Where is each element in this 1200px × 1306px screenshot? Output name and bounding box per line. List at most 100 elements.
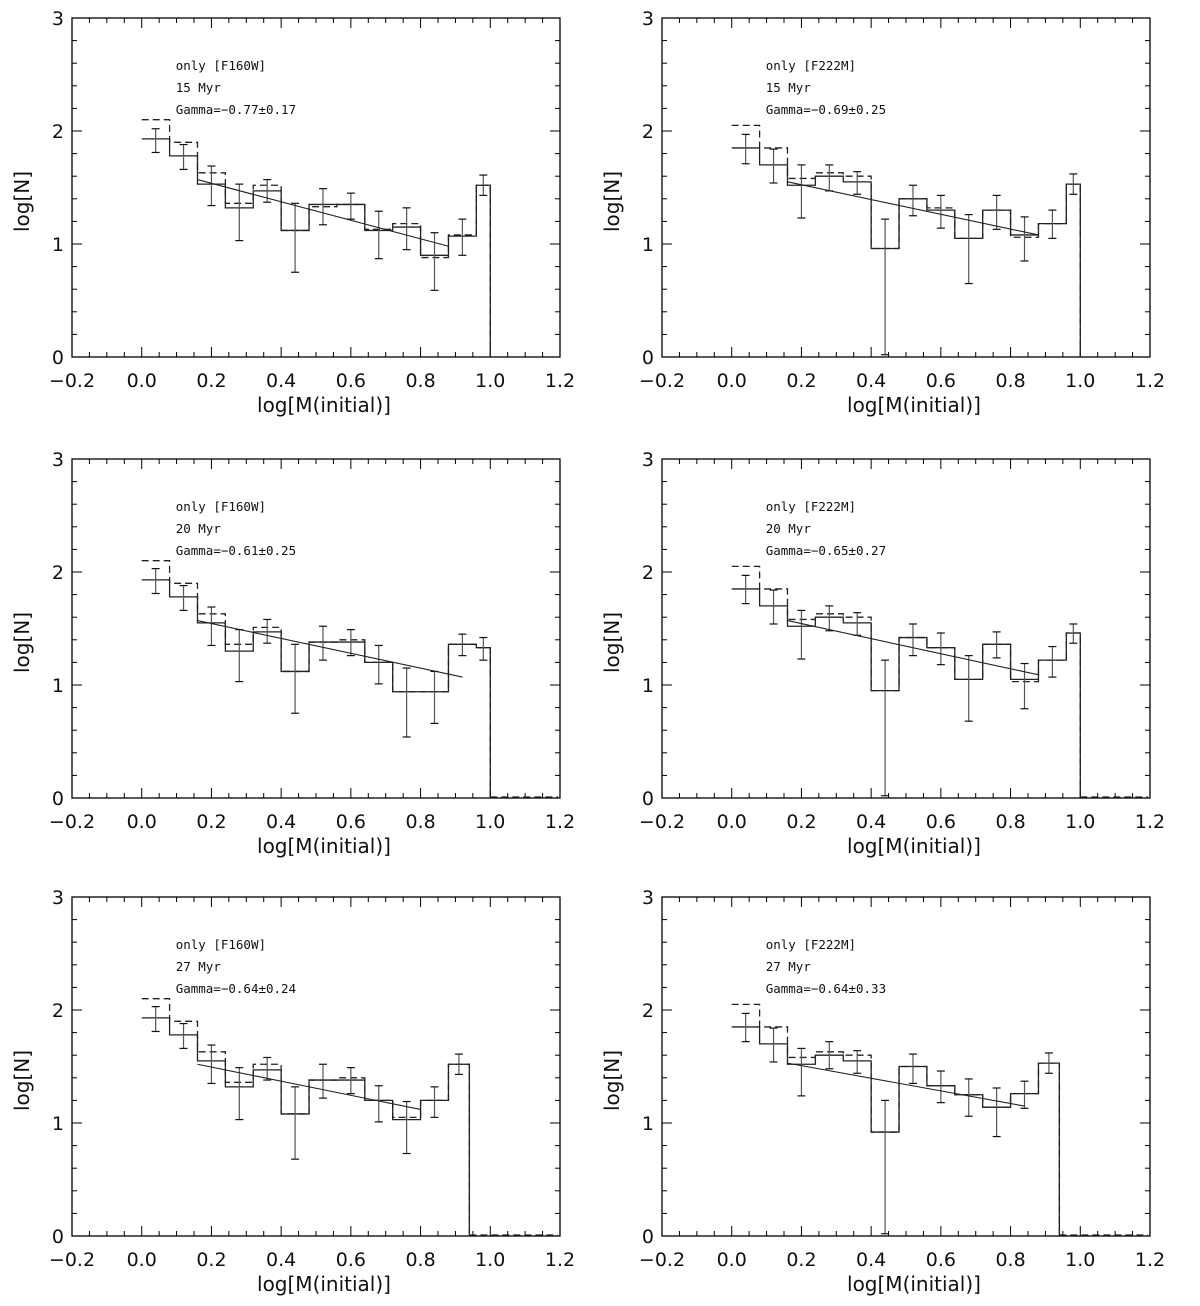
x-tick-label: −0.2 — [49, 811, 95, 833]
x-tick-label: 1.2 — [545, 370, 575, 392]
y-tick-label: 2 — [642, 562, 654, 584]
chart-panel-1: −0.2 0.0 0.2 0.4 0.6 0.8 1.0 1.2 0 1 2 3 log[M(initi… — [10, 8, 575, 417]
y-tick-label: 3 — [642, 449, 654, 471]
x-tick-label: 0.8 — [995, 811, 1025, 833]
annotation-line-1: only [F160W] — [176, 499, 266, 514]
x-tick-label: 1.0 — [1065, 370, 1095, 392]
x-tick-label: 1.2 — [1135, 1249, 1165, 1271]
x-tick-label: 1.0 — [1065, 811, 1095, 833]
x-tick-label: 0.6 — [336, 811, 366, 833]
x-tick-label: 0.6 — [926, 370, 956, 392]
x-tick-label: 1.2 — [545, 811, 575, 833]
annotation-line-3: Gamma=−0.61±0.25 — [176, 543, 296, 558]
histogram-dashed — [731, 1003, 1061, 1236]
histogram-dashed — [141, 119, 491, 357]
y-tick-label: 1 — [52, 234, 64, 256]
chart-panel-2: −0.2 0.0 0.2 0.4 0.6 0.8 1.0 1.2 0 1 2 3 log[M(initi… — [600, 8, 1165, 417]
y-tick-label: 0 — [642, 347, 654, 369]
chart-panel-5: −0.2 0.0 0.2 0.4 0.6 0.8 1.0 1.2 0 1 2 3 log[M(initi… — [10, 887, 575, 1296]
x-tick-label: 0.0 — [127, 370, 157, 392]
x-axis-title: log[M(initial)] — [257, 1272, 391, 1296]
fit-line — [197, 179, 449, 247]
annotation-line-3: Gamma=−0.77±0.17 — [176, 102, 296, 117]
x-tick-label: 0.2 — [786, 1249, 816, 1271]
x-tick-label: 0.6 — [336, 370, 366, 392]
x-tick-label: 1.2 — [1135, 811, 1165, 833]
y-tick-label: 0 — [642, 788, 654, 810]
x-tick-label: 1.0 — [475, 370, 505, 392]
annotation-line-3: Gamma=−0.64±0.24 — [176, 981, 296, 996]
fit-line — [197, 1063, 421, 1110]
x-tick-label: 0.4 — [856, 811, 886, 833]
y-tick-label: 1 — [52, 675, 64, 697]
y-axis-title: log[N] — [10, 612, 34, 673]
chart-panel-3: −0.2 0.0 0.2 0.4 0.6 0.8 1.0 1.2 0 1 2 3 log[M(initi… — [10, 449, 575, 858]
histogram-dashed — [731, 565, 1081, 798]
histogram-solid — [141, 579, 491, 798]
x-tick-label: 1.0 — [475, 811, 505, 833]
annotation-line-2: 15 Myr — [176, 80, 222, 95]
x-tick-label: 0.4 — [266, 811, 296, 833]
x-tick-label: 0.6 — [926, 811, 956, 833]
y-tick-label: 3 — [52, 449, 64, 471]
annotation-line-1: only [F222M] — [766, 58, 856, 73]
chart-panel-6: −0.2 0.0 0.2 0.4 0.6 0.8 1.0 1.2 0 1 2 3 log[M(initi… — [600, 887, 1165, 1296]
y-tick-label: 0 — [52, 347, 64, 369]
fit-line — [787, 181, 1039, 236]
x-tick-label: −0.2 — [639, 811, 685, 833]
x-tick-label: 0.4 — [266, 370, 296, 392]
x-tick-label: 0.2 — [196, 1249, 226, 1271]
x-tick-label: 0.0 — [127, 811, 157, 833]
annotation-line-3: Gamma=−0.65±0.27 — [766, 543, 886, 558]
annotation-line-1: only [F160W] — [176, 937, 266, 952]
x-tick-label: 0.2 — [196, 811, 226, 833]
histogram-solid — [141, 138, 491, 357]
fit-line — [787, 1062, 1025, 1107]
y-tick-label: 3 — [52, 8, 64, 30]
x-tick-label: 1.0 — [475, 1249, 505, 1271]
histogram-dashed — [141, 998, 471, 1236]
x-axis-title: log[M(initial)] — [847, 1272, 981, 1296]
y-tick-label: 3 — [52, 887, 64, 909]
annotation-line-3: Gamma=−0.64±0.33 — [766, 981, 886, 996]
annotation-line-1: only [F222M] — [766, 937, 856, 952]
annotation-line-2: 15 Myr — [766, 80, 812, 95]
plot-frame — [71, 458, 561, 799]
y-tick-label: 1 — [52, 1113, 64, 1135]
y-axis-title: log[N] — [600, 1050, 624, 1111]
x-axis-title: log[M(initial)] — [847, 834, 981, 858]
fit-line — [787, 620, 1039, 676]
histogram-solid — [731, 147, 1081, 357]
fit-line — [197, 620, 463, 678]
y-tick-label: 0 — [642, 1226, 654, 1248]
x-tick-label: 0.8 — [405, 370, 435, 392]
y-tick-label: 3 — [642, 8, 654, 30]
x-tick-label: −0.2 — [49, 1249, 95, 1271]
plot-frame — [71, 17, 561, 358]
x-tick-label: 0.2 — [196, 370, 226, 392]
x-tick-label: 0.0 — [717, 370, 747, 392]
x-tick-label: 0.0 — [717, 811, 747, 833]
chart-panel-4: −0.2 0.0 0.2 0.4 0.6 0.8 1.0 1.2 0 1 2 3 log[M(initi… — [600, 449, 1165, 858]
x-tick-label: 0.8 — [995, 370, 1025, 392]
x-tick-label: 0.8 — [405, 811, 435, 833]
y-tick-label: 2 — [52, 1000, 64, 1022]
annotation-line-2: 27 Myr — [176, 959, 222, 974]
y-tick-label: 2 — [52, 562, 64, 584]
y-tick-label: 1 — [642, 1113, 654, 1135]
annotation-line-3: Gamma=−0.69±0.25 — [766, 102, 886, 117]
x-tick-label: −0.2 — [49, 370, 95, 392]
x-tick-label: 0.4 — [266, 1249, 296, 1271]
histogram-solid — [731, 1026, 1061, 1236]
x-tick-label: 0.2 — [786, 370, 816, 392]
x-tick-label: 0.6 — [336, 1249, 366, 1271]
x-tick-label: 0.8 — [995, 1249, 1025, 1271]
annotation-line-2: 20 Myr — [766, 521, 812, 536]
x-tick-label: 1.2 — [1135, 370, 1165, 392]
y-axis-title: log[N] — [600, 171, 624, 232]
y-axis-title: log[N] — [600, 612, 624, 673]
histogram-solid — [731, 588, 1081, 798]
annotation-line-1: only [F222M] — [766, 499, 856, 514]
y-tick-label: 0 — [52, 788, 64, 810]
